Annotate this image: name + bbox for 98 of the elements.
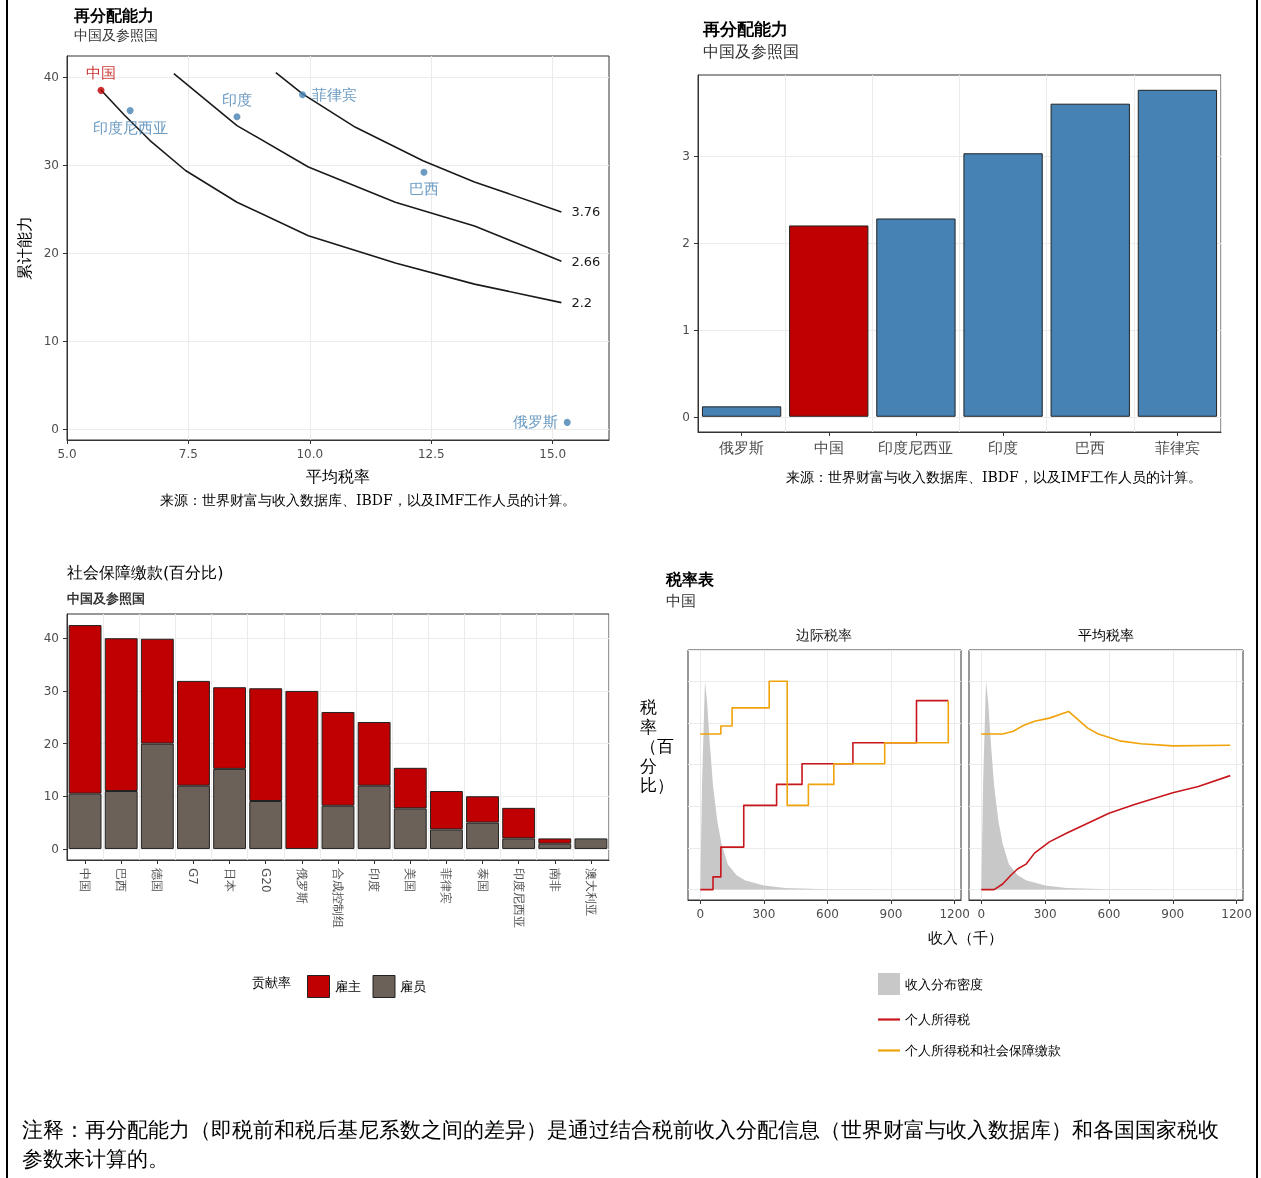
chart-subtitle: 中国及参照国 [703,42,799,63]
x-tick-label: 泰国 [475,868,490,892]
x-tick-label: 印度 [367,868,382,892]
point [97,86,105,94]
x-axis-title: 收入（千） [927,929,1003,948]
x-tick-label: 印度 [988,438,1019,457]
chart-title: 再分配能力 [703,18,788,41]
chart-subtitle: 中国及参照国 [67,590,145,608]
y-axis-title: 累计能力 [15,216,35,280]
x-tick-label: 10.0 [296,447,324,461]
line-series [275,71,563,213]
x-tick-label: 巴西 [1075,438,1106,457]
series-label: 印度 [221,90,252,109]
y-tick-label: 40 [43,70,59,85]
x-tick-label: 600 [816,907,839,921]
bar [574,838,608,849]
y-tick-label: 20 [43,246,59,261]
point [299,91,307,99]
text: 注释：再分配能力（即税前和税后基尼系数之间的差异）是通过结合税前收入分配信息（世界财富与收入数据库）和各国国家税收参数来计算的。 [22,1117,1220,1173]
y-tick-label: 30 [43,683,59,698]
x-tick-label: 美国 [403,868,418,892]
line-series [173,72,563,263]
y-tick-label: 0 [51,841,59,856]
point [420,168,428,176]
x-tick-label: 巴西 [114,868,129,892]
legend-label: 雇员 [400,979,426,994]
y-tick-label: 3 [682,148,690,163]
bar [701,406,782,417]
legend-label: 个人所得税 [905,1012,970,1027]
x-tick-label: 俄罗斯 [719,438,765,457]
y-axis-title: 税率（百分比） [639,697,674,796]
point [233,113,241,121]
chart-subtitle: 中国 [666,592,696,611]
x-tick-label: 0 [977,907,986,921]
bar [963,153,1043,417]
chart-title: 再分配能力 [74,6,154,27]
text: 边际税率 [796,627,852,645]
x-tick-label: 5.0 [57,447,77,461]
x-tick-label: 菲律宾 [1154,438,1200,457]
source-note: 来源：世界财富与收入数据库、IBDF，以及IMF工作人员的计算。 [786,469,1203,487]
point [126,107,134,115]
series-label: 菲律宾 [312,85,358,104]
bar [789,225,869,417]
x-tick-label: 15.0 [539,447,567,461]
y-tick-label: 1 [682,322,690,337]
x-tick-label: 印度尼西亚 [511,868,526,928]
legend-label: 收入分布密度 [905,976,983,992]
x-tick-label: 合成控制组 [331,868,345,928]
bar [876,218,956,417]
y-tick-label: 2 [682,235,690,250]
series-label: 印度尼西亚 [92,118,168,137]
bar [1050,103,1130,417]
x-tick-label: 0 [696,907,705,921]
legend-label: 个人所得税和社会保障缴款 [905,1043,1061,1058]
x-axis-title: 平均税率 [306,466,370,486]
y-tick-label: 0 [682,409,690,424]
source-note: 来源：世界财富与收入数据库、IBDF，以及IMF工作人员的计算。 [160,492,577,510]
x-tick-label: 俄罗斯 [294,868,309,904]
bar [285,690,319,849]
x-tick-label: 德国 [150,868,165,892]
x-tick-label: 中国 [813,438,844,457]
y-tick-label: 40 [43,631,59,646]
legend-label: 雇主 [334,979,361,994]
x-tick-label: 900 [1161,907,1185,921]
y-tick-label: 10 [43,334,59,349]
series-label: 3.76 [571,204,601,220]
y-tick-label: 10 [43,789,59,804]
x-tick-label: 日本 [222,868,237,892]
series-label: 俄罗斯 [512,413,558,432]
x-tick-label: G20 [258,868,273,893]
x-tick-label: 中国 [78,868,93,892]
y-tick-label: 0 [51,422,59,437]
bar [1137,89,1218,417]
x-tick-label: 300 [752,907,776,921]
chart-title: 社会保障缴款(百分比) [67,563,224,584]
x-tick-label: 600 [1097,907,1121,921]
series-label: 中国 [86,64,116,83]
x-tick-label: 南非 [547,868,562,892]
series-label: 2.66 [571,253,601,269]
y-tick-label: 20 [43,736,59,751]
point [563,418,571,426]
y-tick-label: 30 [43,158,59,173]
x-tick-label: 1200 [939,907,970,921]
x-tick-label: 印度尼西亚 [878,438,954,457]
x-tick-label: 300 [1033,907,1057,921]
x-tick-label: 900 [879,907,903,921]
x-tick-label: 7.5 [178,447,198,461]
x-tick-label: 菲律宾 [439,868,454,904]
chart-title: 税率表 [666,570,714,591]
x-tick-label: 1200 [1221,907,1252,921]
x-tick-label: 澳大利亚 [583,868,598,916]
series-label: 巴西 [408,180,439,199]
x-tick-label: G7 [186,868,201,885]
series-label: 2.2 [571,295,593,311]
x-tick-label: 12.5 [417,447,445,461]
legend-title: 贡献率 [252,974,291,992]
chart-subtitle: 中国及参照国 [74,27,158,45]
chart-title: 平均税率 [1078,627,1134,645]
